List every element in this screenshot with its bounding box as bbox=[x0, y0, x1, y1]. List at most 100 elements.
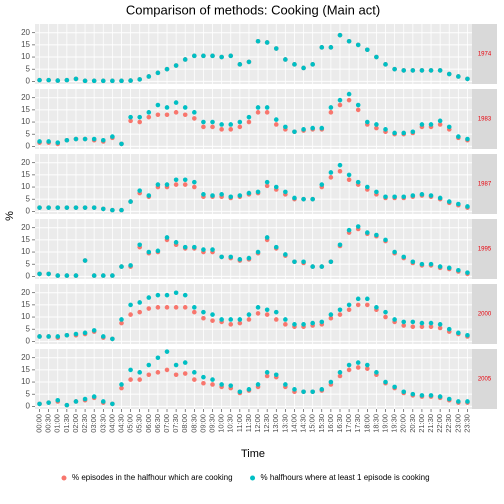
point bbox=[37, 401, 42, 407]
point bbox=[128, 302, 133, 308]
x-tick-label: 02:30 bbox=[80, 414, 89, 433]
point bbox=[419, 320, 425, 326]
point bbox=[246, 114, 252, 120]
x-tick-label: 21:30 bbox=[426, 414, 435, 433]
y-tick-label: 15 bbox=[21, 170, 30, 179]
point bbox=[146, 372, 152, 378]
point bbox=[137, 370, 142, 375]
point bbox=[328, 105, 334, 110]
y-tick-label: 5 bbox=[26, 194, 31, 203]
point bbox=[46, 205, 51, 210]
point bbox=[173, 182, 179, 187]
point bbox=[37, 271, 42, 277]
point bbox=[456, 330, 461, 336]
point bbox=[428, 122, 434, 127]
x-tick-label: 20:30 bbox=[408, 414, 417, 433]
strip-label: 1995 bbox=[478, 247, 492, 253]
point bbox=[328, 259, 334, 265]
legend-marker bbox=[61, 475, 67, 481]
strip bbox=[472, 89, 497, 149]
point bbox=[210, 318, 215, 323]
point bbox=[237, 193, 243, 198]
y-tick-label: 0 bbox=[26, 336, 31, 345]
point bbox=[164, 305, 170, 310]
point bbox=[46, 139, 51, 144]
point bbox=[383, 62, 388, 67]
point bbox=[428, 193, 434, 198]
point bbox=[346, 177, 352, 183]
point bbox=[100, 334, 106, 339]
point bbox=[410, 129, 416, 135]
y-tick-label: 20 bbox=[21, 158, 30, 167]
point bbox=[192, 116, 197, 121]
point bbox=[292, 387, 297, 392]
point bbox=[392, 249, 397, 255]
strip-label: 1987 bbox=[478, 182, 492, 188]
point bbox=[91, 78, 97, 84]
point bbox=[419, 324, 425, 330]
point bbox=[182, 105, 188, 110]
y-tick-label: 10 bbox=[21, 247, 30, 256]
point bbox=[46, 400, 51, 405]
point bbox=[219, 192, 224, 197]
x-tick-label: 23:30 bbox=[462, 414, 471, 433]
point bbox=[273, 317, 279, 322]
point bbox=[419, 122, 425, 127]
point bbox=[210, 193, 215, 198]
strip bbox=[472, 349, 497, 409]
point bbox=[465, 136, 470, 142]
point bbox=[319, 264, 325, 269]
point bbox=[355, 302, 361, 308]
point bbox=[456, 399, 461, 404]
point bbox=[328, 45, 334, 50]
point bbox=[355, 296, 361, 302]
point bbox=[164, 105, 170, 110]
point bbox=[346, 362, 352, 368]
y-axis-label: % bbox=[4, 211, 16, 221]
strip bbox=[472, 24, 497, 84]
point bbox=[310, 320, 315, 326]
point bbox=[365, 184, 370, 190]
point bbox=[192, 179, 197, 185]
point bbox=[383, 127, 388, 132]
y-tick-label: 20 bbox=[21, 28, 30, 37]
point bbox=[146, 306, 152, 311]
point bbox=[182, 244, 188, 250]
point bbox=[55, 397, 61, 403]
x-tick-label: 15:00 bbox=[308, 414, 317, 433]
x-tick-label: 07:30 bbox=[171, 414, 180, 433]
point bbox=[210, 382, 215, 387]
y-tick-label: 5 bbox=[26, 389, 31, 398]
x-tick-label: 19:00 bbox=[380, 414, 389, 433]
point bbox=[173, 63, 179, 68]
point bbox=[264, 40, 270, 45]
point bbox=[273, 117, 279, 122]
point bbox=[337, 242, 343, 248]
point bbox=[465, 76, 470, 82]
point bbox=[255, 382, 261, 387]
x-tick-label: 12:30 bbox=[262, 414, 271, 433]
point bbox=[264, 110, 270, 115]
point bbox=[201, 309, 206, 315]
point bbox=[365, 366, 370, 371]
point bbox=[55, 205, 61, 210]
x-tick-label: 17:00 bbox=[344, 414, 353, 433]
point bbox=[119, 317, 124, 322]
point bbox=[310, 125, 315, 131]
point bbox=[273, 372, 279, 378]
point bbox=[401, 130, 407, 136]
point bbox=[219, 254, 224, 260]
point bbox=[137, 242, 142, 248]
point bbox=[100, 206, 106, 212]
point bbox=[246, 59, 252, 65]
x-tick-label: 06:00 bbox=[144, 414, 153, 433]
point bbox=[465, 204, 470, 209]
y-tick-label: 15 bbox=[21, 40, 30, 49]
point bbox=[228, 122, 234, 127]
legend-label: % episodes in the halfhour which are coo… bbox=[72, 473, 233, 482]
point bbox=[73, 399, 79, 404]
point bbox=[446, 71, 452, 77]
x-tick-label: 16:30 bbox=[335, 414, 344, 433]
y-tick-label: 20 bbox=[21, 353, 30, 362]
x-tick-label: 05:30 bbox=[135, 414, 144, 433]
